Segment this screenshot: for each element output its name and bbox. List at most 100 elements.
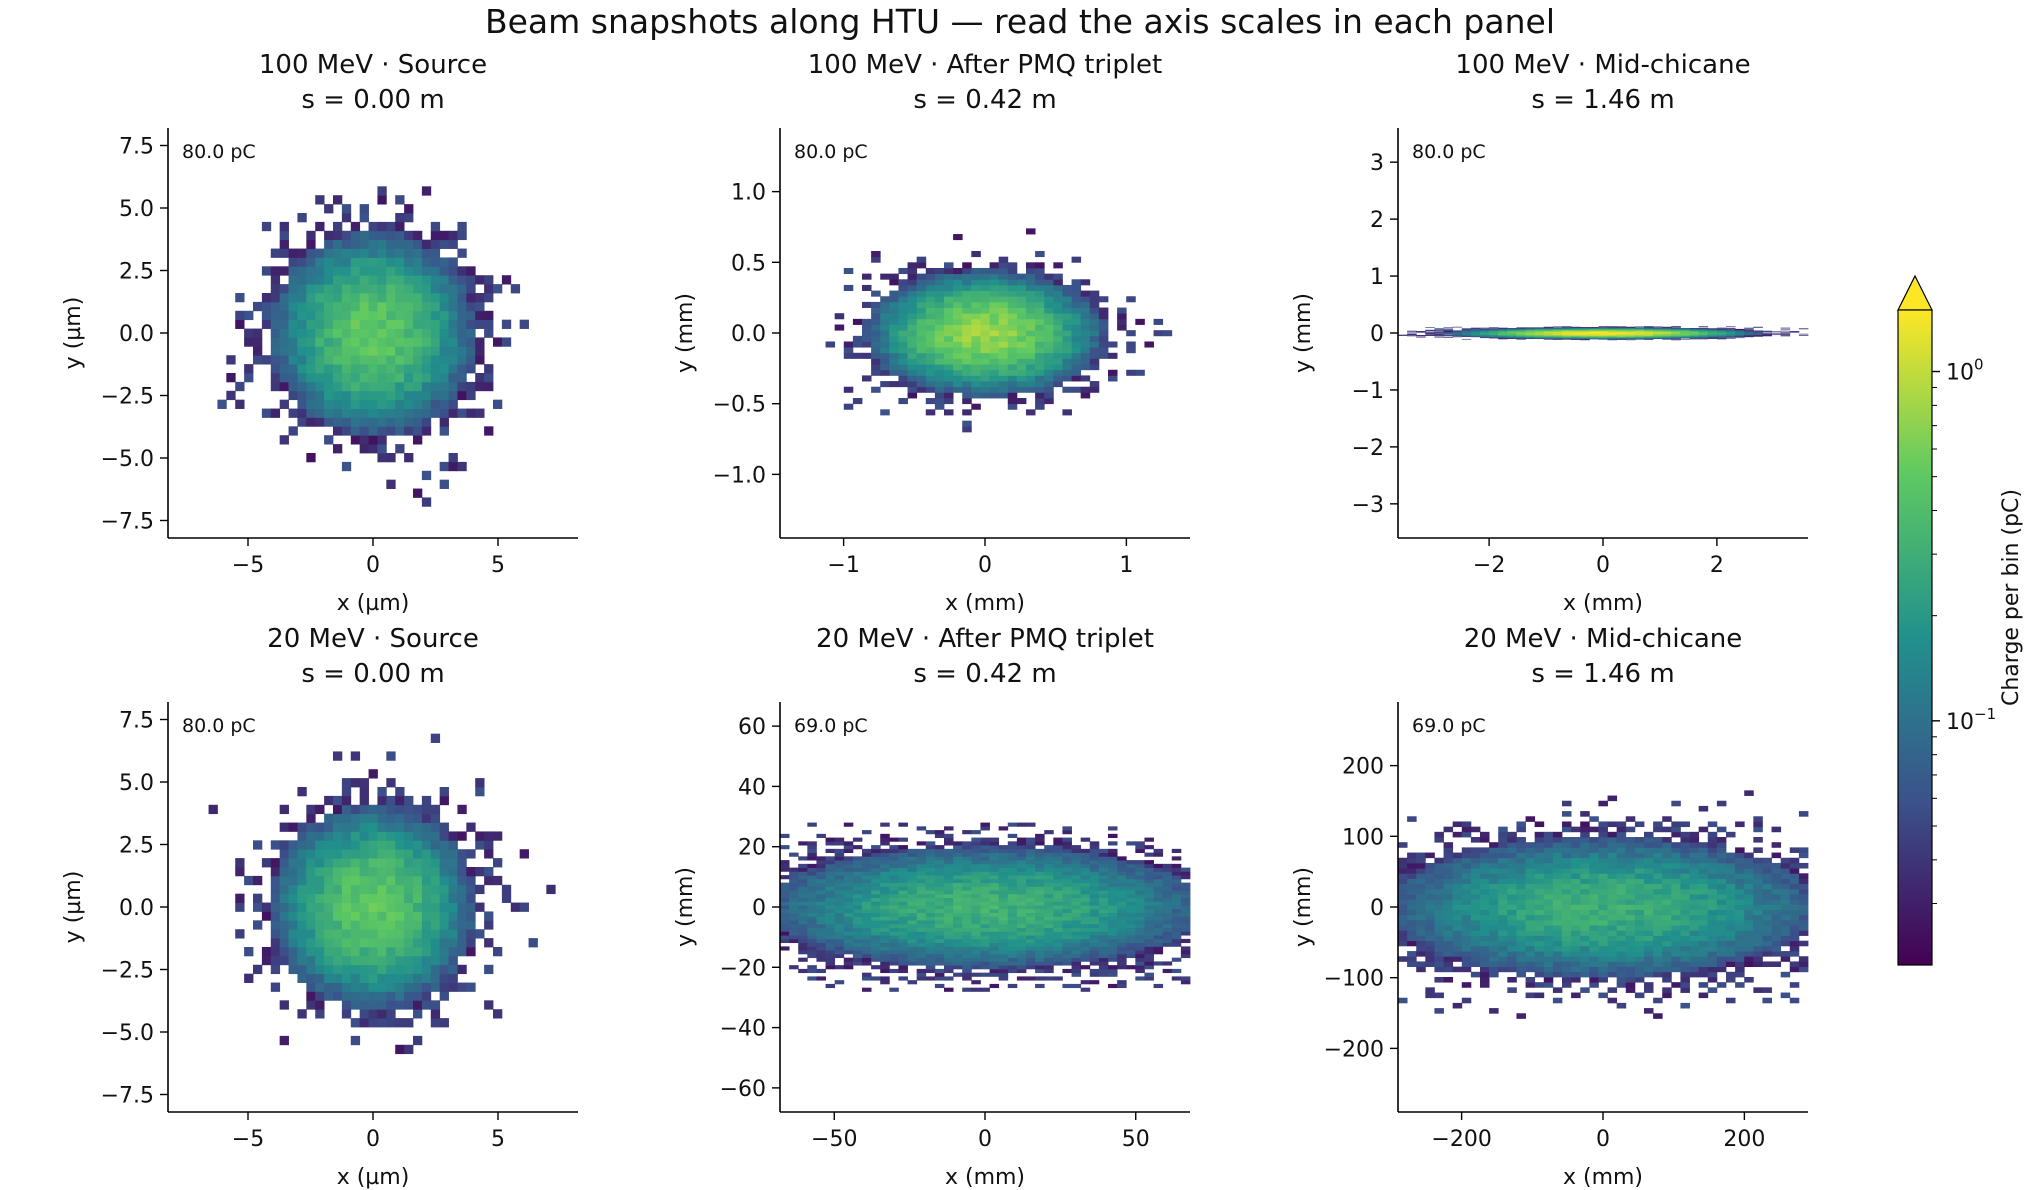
heatmap-cell [1108, 860, 1118, 865]
heatmap-cell [430, 328, 441, 338]
heatmap-cell [962, 352, 972, 359]
heatmap-cell [898, 822, 908, 827]
heatmap-cell [368, 884, 378, 895]
heatmap-cell [253, 875, 263, 886]
heatmap-cell [1108, 920, 1118, 925]
heatmap-cell [798, 871, 808, 876]
heatmap-cell [916, 976, 927, 981]
heatmap-cell [989, 262, 1000, 269]
heatmap-cell [430, 867, 441, 877]
heatmap-cell [1489, 945, 1499, 952]
heatmap-cell [807, 912, 817, 917]
heatmap-cell [1117, 942, 1127, 947]
heatmap-cell [834, 878, 845, 884]
heatmap-cell [1398, 878, 1408, 885]
heatmap-cell [324, 204, 334, 214]
heatmap-cell [341, 991, 352, 1001]
heatmap-cell [1089, 908, 1100, 914]
heatmap-cell [306, 417, 316, 427]
heatmap-cell [1452, 909, 1463, 916]
heatmap-cell [386, 795, 396, 806]
heatmap-cell [359, 390, 369, 401]
heatmap-cell [1135, 931, 1145, 936]
heatmap-cell [1108, 890, 1118, 895]
heatmap-cell [519, 319, 529, 329]
heatmap-cell [253, 346, 263, 356]
heatmap-cell [980, 845, 990, 850]
heatmap-cell [395, 310, 405, 321]
heatmap-cell [798, 867, 808, 872]
heatmap-cell [971, 318, 981, 325]
heatmap-cell [1062, 335, 1072, 342]
heatmap-cell [395, 230, 405, 241]
heatmap-cell [1062, 341, 1072, 348]
heatmap-cell [998, 381, 1009, 388]
heatmap-cell [780, 863, 790, 869]
heatmap-cell [1117, 938, 1127, 944]
heatmap-cell [971, 961, 981, 966]
heatmap-cell [377, 964, 387, 975]
heatmap-cell [475, 408, 485, 418]
heatmap-cell [1044, 369, 1054, 376]
heatmap-cell [1144, 927, 1154, 932]
heatmap-cell [368, 982, 378, 992]
heatmap-cell [430, 920, 441, 930]
heatmap-cells [825, 228, 1173, 433]
heatmap-cell [1071, 882, 1082, 887]
heatmap-cell [1470, 904, 1481, 910]
heatmap-cell [971, 987, 981, 992]
heatmap-cell [980, 916, 990, 921]
heatmap-cell [324, 858, 334, 868]
heatmap-cell [989, 301, 1000, 308]
heatmap-cell [798, 908, 808, 914]
heatmap-cell [1470, 919, 1481, 926]
heatmap-cell [998, 341, 1009, 348]
heatmap-cell [359, 399, 369, 409]
heatmap-cell [862, 935, 872, 940]
heatmap-cell [333, 408, 343, 418]
heatmap-cell [962, 901, 972, 906]
heatmap-cell [386, 310, 396, 321]
heatmap-cell [998, 908, 1009, 914]
heatmap-cell [1044, 860, 1054, 865]
heatmap-cell [466, 884, 476, 895]
heatmap-cell [843, 890, 854, 895]
heatmap-cell [1416, 961, 1426, 968]
heatmap-cell [324, 301, 334, 312]
heatmap-cell [834, 912, 845, 917]
heatmap-cell [1117, 897, 1127, 902]
heatmap-cell [989, 856, 1000, 861]
heatmap-cell [1062, 347, 1072, 354]
heatmap-cell [1035, 950, 1045, 955]
heatmap-cell [916, 301, 927, 308]
heatmap-cell [1098, 878, 1109, 884]
heatmap-cell [944, 968, 954, 974]
heatmap-cell [1108, 950, 1118, 955]
heatmap-cell [359, 911, 369, 921]
heatmap-cell [871, 931, 881, 936]
heatmap-cell [395, 813, 405, 823]
heatmap-cell [934, 976, 945, 981]
heatmap-cell [359, 849, 369, 859]
heatmap-cell [404, 230, 414, 241]
heatmap-cell [430, 293, 441, 303]
heatmap-cell [368, 822, 378, 832]
heatmap-cell [925, 950, 936, 955]
heatmap-cell [898, 267, 908, 275]
heatmap-cell [413, 426, 423, 436]
heatmap-cell [386, 417, 396, 427]
heatmap-cell [1117, 886, 1127, 891]
heatmap-cell [889, 946, 899, 951]
heatmap-cell [1516, 338, 1526, 340]
heatmap-cell [1434, 878, 1444, 885]
heatmap-cell [1480, 899, 1490, 905]
heatmap-cell [1407, 888, 1417, 895]
heatmap-cell [953, 965, 963, 970]
heatmap-cell [843, 856, 854, 861]
heatmap-cell [1425, 951, 1435, 957]
heatmap-cell [807, 867, 817, 872]
heatmap-cell [1416, 930, 1426, 936]
y-tick-label: 7.5 [119, 135, 154, 160]
heatmap-cell [1007, 927, 1018, 932]
heatmap-cell [1098, 957, 1109, 962]
